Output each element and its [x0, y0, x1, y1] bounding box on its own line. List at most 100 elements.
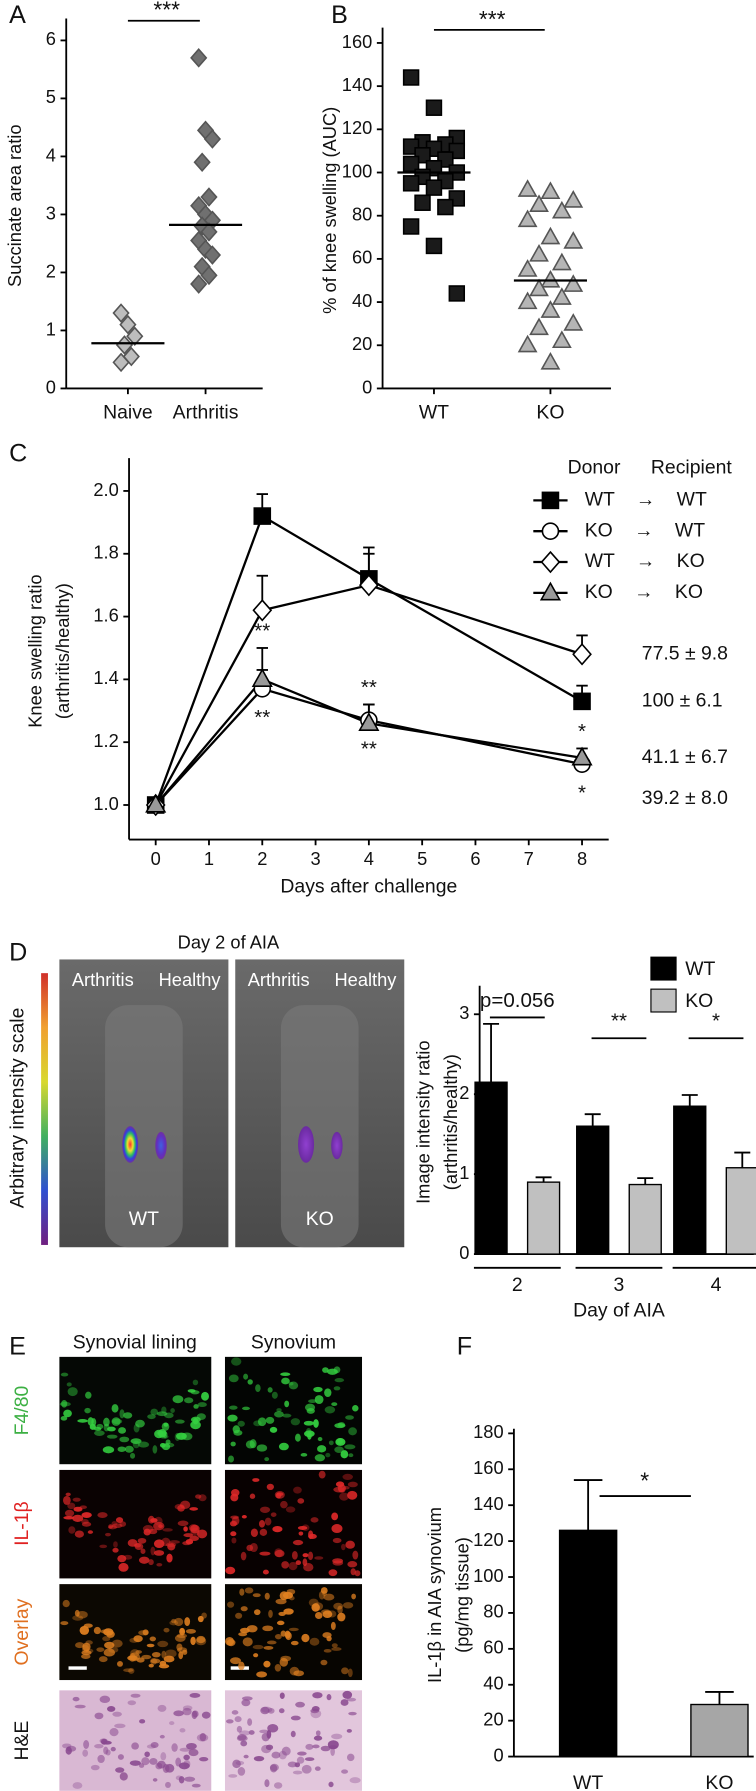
micrograph-texture: [333, 1366, 341, 1374]
image-label: Arthritis: [248, 969, 310, 990]
marker: [252, 599, 273, 622]
micrograph-texture: [266, 1483, 275, 1490]
micrograph-texture: [90, 1764, 100, 1771]
micrograph-texture: [77, 1419, 88, 1423]
micrograph-texture: [178, 1776, 185, 1784]
micrograph-texture: [305, 1743, 314, 1750]
micrograph-texture: [285, 1506, 296, 1513]
micrograph-texture: [150, 1408, 159, 1416]
micrograph-texture: [158, 1524, 163, 1529]
micrograph-texture: [337, 1605, 343, 1614]
micrograph-texture: [342, 1473, 353, 1481]
micrograph-texture: [152, 1445, 158, 1454]
micrograph-texture: [192, 1379, 199, 1386]
marker: [571, 746, 593, 766]
micrograph-texture: [313, 1386, 323, 1393]
marker: [425, 179, 443, 196]
y-tick-label: 1.4: [93, 667, 118, 688]
marker: [414, 194, 431, 211]
y-tick-label: 1.8: [93, 542, 118, 563]
micrograph-texture: [84, 1407, 91, 1414]
micrograph-texture: [237, 1767, 246, 1776]
legend-swatch: [650, 988, 677, 1013]
micrograph-texture: [317, 1437, 323, 1442]
micrograph-texture: [73, 1506, 83, 1512]
micrograph-texture: [61, 1399, 68, 1408]
significance: ***: [479, 6, 506, 32]
panel-e-images: [59, 1356, 363, 1791]
micrograph-texture: [334, 1377, 345, 1383]
micrograph-texture: [79, 1625, 90, 1635]
micrograph-texture: [278, 1750, 287, 1760]
x-axis-label: Days after challenge: [280, 876, 457, 898]
micrograph-texture: [231, 1710, 239, 1715]
micrograph-texture: [130, 1438, 142, 1444]
micrograph-texture: [153, 1550, 165, 1556]
micrograph-texture: [331, 1647, 342, 1651]
row-label: F4/80: [11, 1386, 33, 1436]
micrograph-texture: [117, 1446, 126, 1452]
micrograph-texture: [274, 1549, 285, 1558]
micrograph-texture: [317, 1445, 327, 1453]
micrograph-texture: [111, 1639, 123, 1648]
micrograph: [224, 1690, 363, 1791]
marker: [402, 69, 420, 86]
signal-spot: [122, 1126, 139, 1163]
marker: [448, 285, 466, 302]
micrograph-texture: [83, 1740, 90, 1749]
micrograph-texture: [94, 1744, 104, 1749]
panel-letter: C: [9, 439, 27, 467]
micrograph-texture: [201, 1711, 211, 1719]
y-axis-label: (pg/mg tissue): [451, 1537, 472, 1653]
micrograph-texture: [282, 1413, 292, 1418]
micrograph-texture: [250, 1528, 258, 1538]
micrograph-texture: [231, 1537, 237, 1544]
micrograph-texture: [264, 1457, 270, 1462]
micrograph-texture: [198, 1494, 207, 1502]
y-tick-label: 60: [352, 247, 372, 268]
micrograph-texture: [59, 1401, 71, 1407]
micrograph-texture: [133, 1635, 143, 1643]
micrograph-texture: [68, 1526, 76, 1534]
micrograph-texture: [182, 1541, 192, 1546]
micrograph-texture: [348, 1427, 357, 1436]
marker: [190, 274, 208, 294]
micrograph-texture: [273, 1782, 283, 1789]
x-tick-label: 4: [364, 848, 374, 869]
micrograph-texture: [328, 1569, 338, 1577]
micrograph-texture: [171, 1743, 178, 1752]
micrograph-texture: [65, 1492, 71, 1497]
signal-spot: [298, 1126, 315, 1163]
micrograph-texture: [311, 1706, 320, 1712]
micrograph-texture: [132, 1440, 140, 1449]
micrograph-texture: [234, 1716, 242, 1723]
micrograph-texture: [149, 1758, 158, 1765]
micrograph-texture: [239, 1627, 250, 1634]
x-tick-label: 4: [711, 1274, 722, 1296]
marker: [126, 326, 144, 347]
micrograph-texture: [119, 1436, 130, 1443]
micrograph-texture: [233, 1429, 243, 1436]
micrograph-texture: [74, 1704, 86, 1709]
micrograph-texture: [305, 1428, 312, 1437]
micrograph-texture: [249, 1542, 258, 1553]
micrograph-texture: [230, 1515, 239, 1519]
micrograph-texture: [334, 1422, 346, 1429]
micrograph-texture: [304, 1757, 315, 1762]
micrograph-texture: [276, 1408, 282, 1412]
micrograph-texture: [114, 1723, 126, 1729]
micrograph-texture: [346, 1728, 352, 1733]
significance: **: [361, 737, 377, 760]
marker: [203, 245, 222, 265]
micrograph-texture: [322, 1610, 333, 1619]
micrograph-texture: [199, 1756, 209, 1762]
micrograph-texture: [115, 1767, 125, 1773]
panel-letter: A: [9, 1, 26, 29]
y-tick-label: 180: [473, 1421, 503, 1442]
y-tick-label: 4: [46, 144, 56, 165]
micrograph-texture: [240, 1551, 247, 1561]
micrograph-texture: [81, 1650, 92, 1656]
image-label: WT: [129, 1208, 159, 1230]
micrograph-texture: [267, 1387, 273, 1393]
micrograph-texture: [82, 1642, 91, 1652]
